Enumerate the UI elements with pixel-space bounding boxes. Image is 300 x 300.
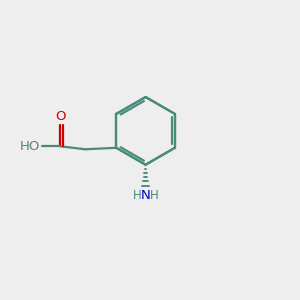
Text: O: O — [55, 110, 66, 123]
Text: H: H — [133, 188, 142, 202]
Text: N: N — [141, 188, 151, 202]
Text: HO: HO — [20, 140, 40, 153]
Text: H: H — [149, 188, 158, 202]
